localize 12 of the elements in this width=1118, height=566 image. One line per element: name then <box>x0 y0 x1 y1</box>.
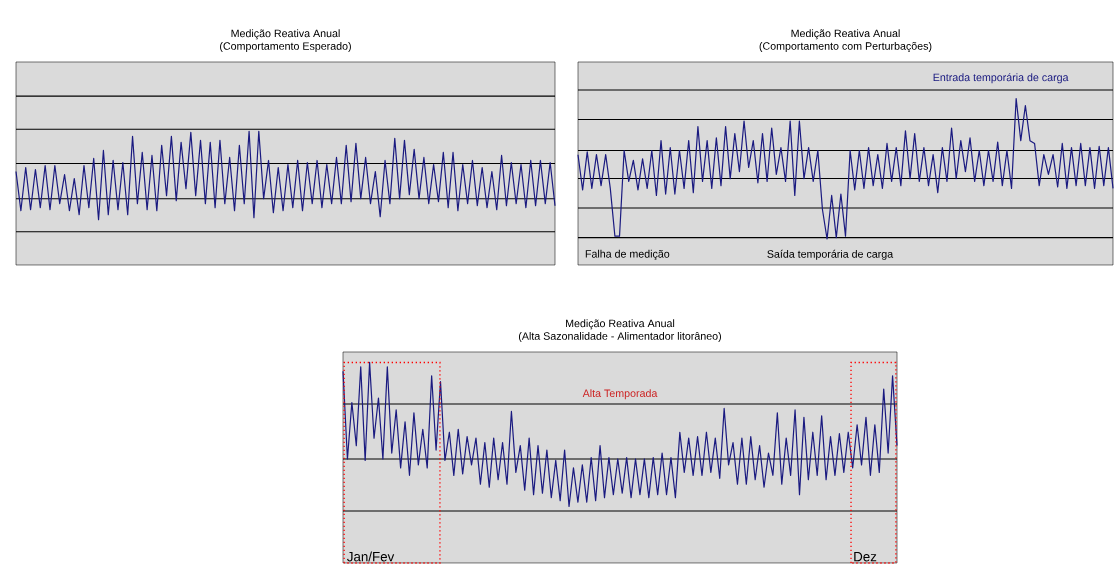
chart-title: Medição Reativa Anual <box>566 319 675 330</box>
chart-subtitle: (Alta Sazonalidade - Alimentador litorâneo) <box>518 331 721 342</box>
annotation: Alta Temporada <box>582 389 658 400</box>
text: Saída temporária de carga <box>767 249 894 260</box>
chart-subtitle: (Comportamento com Perturbações) <box>759 41 932 52</box>
text: Jan/Fev <box>347 551 395 562</box>
chart-title: Medição Reativa Anual <box>231 29 340 40</box>
text: Falha de medição <box>585 249 670 260</box>
chart-subtitle: (Comportamento Esperado) <box>220 41 351 52</box>
chart-title: Medição Reativa Anual <box>791 29 900 40</box>
text: Dez <box>854 552 877 562</box>
text: Entrada temporária de carga <box>933 73 1069 84</box>
